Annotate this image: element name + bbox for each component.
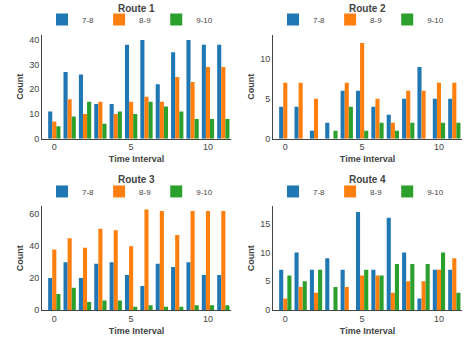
svg-text:0: 0 — [34, 305, 39, 315]
svg-text:40: 40 — [29, 241, 39, 251]
svg-text:5: 5 — [265, 94, 270, 104]
svg-text:7-8: 7-8 — [82, 188, 94, 197]
svg-text:5: 5 — [360, 314, 365, 324]
svg-text:0: 0 — [34, 134, 39, 144]
svg-text:Count: Count — [246, 245, 256, 271]
svg-text:0: 0 — [265, 305, 270, 315]
svg-text:7-8: 7-8 — [313, 188, 325, 197]
svg-text:10: 10 — [29, 109, 39, 119]
svg-text:0: 0 — [52, 142, 57, 152]
svg-text:5: 5 — [129, 142, 134, 152]
svg-text:Count: Count — [15, 74, 25, 100]
svg-text:Route 1: Route 1 — [118, 3, 155, 14]
svg-text:8-9: 8-9 — [139, 16, 151, 25]
svg-text:10: 10 — [434, 314, 444, 324]
svg-text:8-9: 8-9 — [370, 188, 382, 197]
svg-text:9-10: 9-10 — [427, 188, 444, 197]
svg-text:7-8: 7-8 — [313, 16, 325, 25]
svg-text:9-10: 9-10 — [196, 16, 213, 25]
svg-text:Time Interval: Time Interval — [109, 154, 164, 164]
svg-text:Route 4: Route 4 — [349, 174, 386, 185]
svg-text:10: 10 — [260, 248, 270, 258]
svg-text:5: 5 — [360, 142, 365, 152]
svg-text:Time Interval: Time Interval — [340, 326, 395, 336]
svg-text:20: 20 — [29, 273, 39, 283]
svg-text:Route 3: Route 3 — [118, 174, 155, 185]
svg-text:60: 60 — [29, 209, 39, 219]
svg-text:Count: Count — [246, 74, 256, 100]
svg-text:30: 30 — [29, 60, 39, 70]
svg-text:0: 0 — [52, 314, 57, 324]
svg-text:Time Interval: Time Interval — [340, 154, 395, 164]
svg-text:10: 10 — [203, 314, 213, 324]
svg-text:0: 0 — [265, 134, 270, 144]
svg-text:8-9: 8-9 — [139, 188, 151, 197]
svg-text:10: 10 — [434, 142, 444, 152]
svg-text:9-10: 9-10 — [196, 188, 213, 197]
svg-text:5: 5 — [265, 276, 270, 286]
svg-text:0: 0 — [283, 314, 288, 324]
svg-text:40: 40 — [29, 35, 39, 45]
svg-text:0: 0 — [283, 142, 288, 152]
svg-text:8-9: 8-9 — [370, 16, 382, 25]
svg-text:5: 5 — [129, 314, 134, 324]
svg-text:Route 2: Route 2 — [349, 3, 386, 14]
svg-text:15: 15 — [260, 219, 270, 229]
svg-text:10: 10 — [260, 54, 270, 64]
svg-text:Count: Count — [15, 245, 25, 271]
svg-text:20: 20 — [29, 84, 39, 94]
svg-text:7-8: 7-8 — [82, 16, 94, 25]
svg-text:Time Interval: Time Interval — [109, 326, 164, 336]
svg-text:9-10: 9-10 — [427, 16, 444, 25]
svg-text:10: 10 — [203, 142, 213, 152]
